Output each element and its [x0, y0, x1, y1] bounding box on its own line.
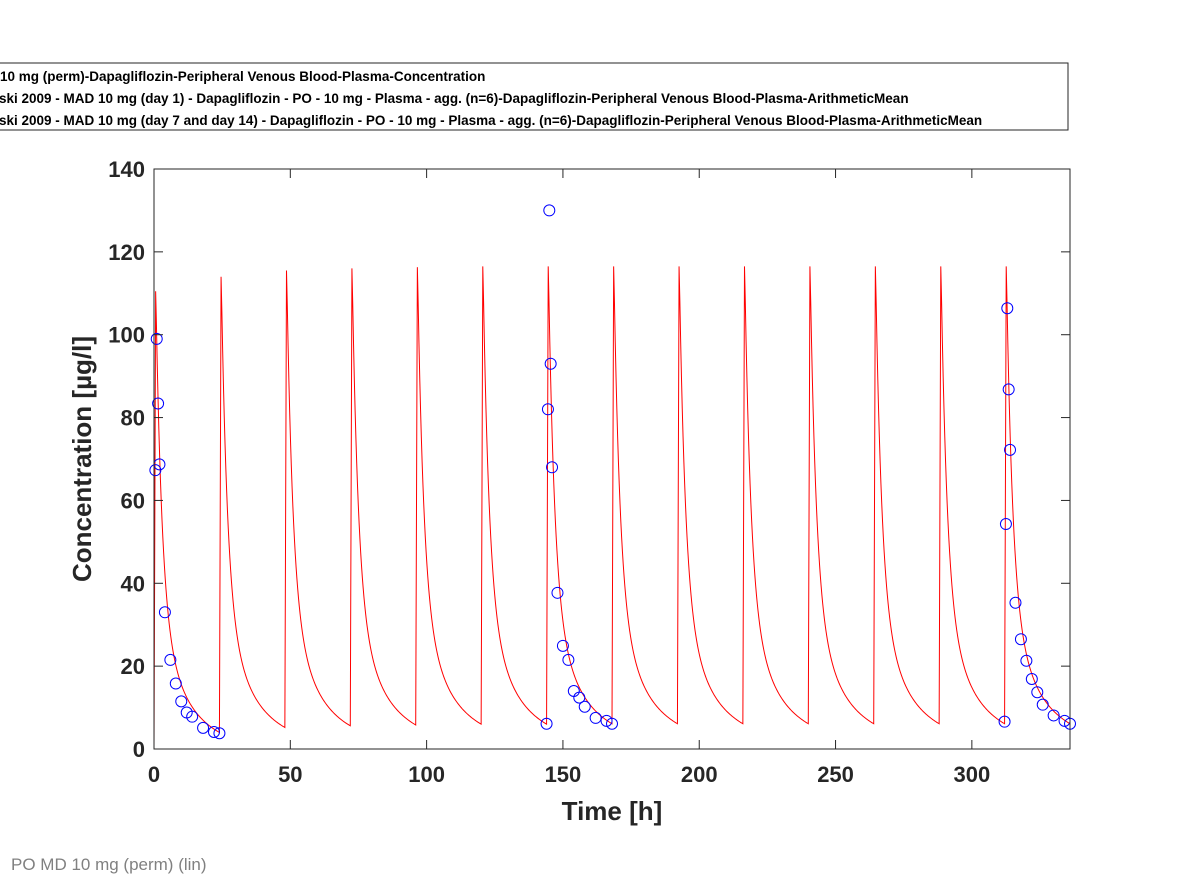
y-tick-label: 60 — [121, 488, 145, 513]
data-point-series-1 — [164, 653, 177, 666]
data-point-series-1 — [186, 710, 199, 723]
data-point-series-2 — [606, 717, 618, 730]
data-point-series-2 — [543, 204, 556, 217]
data-point-series-2 — [544, 357, 557, 370]
data-point-series-2 — [1025, 672, 1038, 685]
data-point-series-2 — [1047, 709, 1060, 722]
data-point-series-1 — [213, 727, 226, 740]
x-tick-label: 100 — [408, 762, 445, 787]
data-point-series-2 — [541, 403, 554, 416]
data-point-series-1 — [207, 726, 220, 739]
data-point-series-2 — [1036, 698, 1049, 711]
y-tick-label: 0 — [133, 737, 145, 762]
data-point-series-2 — [546, 461, 559, 474]
data-point-series-1 — [175, 695, 188, 708]
y-tick-label: 120 — [108, 240, 145, 265]
data-point-series-2 — [1001, 302, 1014, 315]
y-tick-label: 100 — [108, 323, 145, 348]
plot-area-frame — [153, 168, 1071, 750]
x-tick-label: 150 — [545, 762, 582, 787]
legend-entry-day7-day14: ski 2009 - MAD 10 mg (day 7 and day 14) … — [0, 113, 982, 128]
data-point-series-2 — [600, 714, 613, 727]
series-line-simulation — [153, 266, 1071, 750]
data-point-series-2 — [589, 711, 602, 724]
legend-box — [0, 62, 1069, 131]
legend-entry-simulation: 10 mg (perm)-Dapagliflozin-Peripheral Ve… — [0, 69, 485, 84]
y-axis-title: Concentration [µg/l] — [67, 336, 97, 582]
data-point-series-2 — [1004, 443, 1017, 456]
data-point-series-2 — [540, 717, 553, 730]
x-tick-label: 0 — [148, 762, 160, 787]
legend: 10 mg (perm)-Dapagliflozin-Peripheral Ve… — [0, 62, 1069, 131]
data-point-series-1 — [150, 332, 163, 345]
tick-layer: 0 50 100 150 200 250 300 0 20 40 60 80 100 120 140 — [108, 157, 1070, 787]
data-point-series-2 — [1020, 654, 1033, 667]
y-tick-label: 80 — [121, 406, 145, 431]
x-tick-label: 300 — [953, 762, 990, 787]
x-axis-title: Time [h] — [562, 796, 663, 826]
data-point-series-2 — [556, 639, 569, 652]
data-point-series-2 — [999, 518, 1012, 531]
figure-footer-caption: PO MD 10 mg (perm) (lin) — [11, 855, 207, 874]
data-point-series-2 — [573, 691, 586, 704]
data-point-series-2 — [1009, 596, 1022, 609]
data-point-series-2 — [1031, 686, 1044, 699]
legend-entry-day1: ski 2009 - MAD 10 mg (day 1) - Dapaglifl… — [0, 91, 909, 106]
x-tick-label: 200 — [681, 762, 718, 787]
data-point-series-2 — [1014, 633, 1027, 646]
data-point-series-2 — [998, 715, 1011, 728]
x-tick-label: 250 — [817, 762, 854, 787]
data-point-series-1 — [169, 677, 182, 690]
data-point-series-2 — [562, 653, 575, 666]
data-point-series-1 — [158, 606, 171, 619]
x-tick-label: 50 — [278, 762, 302, 787]
axes: 0 50 100 150 200 250 300 0 20 40 60 80 100 120 140 — [108, 157, 1076, 787]
data-point-series-2 — [578, 700, 591, 713]
y-tick-label: 20 — [121, 654, 145, 679]
y-tick-label: 40 — [121, 571, 145, 596]
data-point-series-1 — [152, 397, 165, 410]
data-point-series-1 — [197, 721, 210, 734]
series-layer — [149, 204, 1076, 750]
y-tick-label: 140 — [108, 157, 145, 182]
data-point-series-2 — [551, 586, 564, 599]
data-point-series-2 — [1002, 383, 1015, 396]
